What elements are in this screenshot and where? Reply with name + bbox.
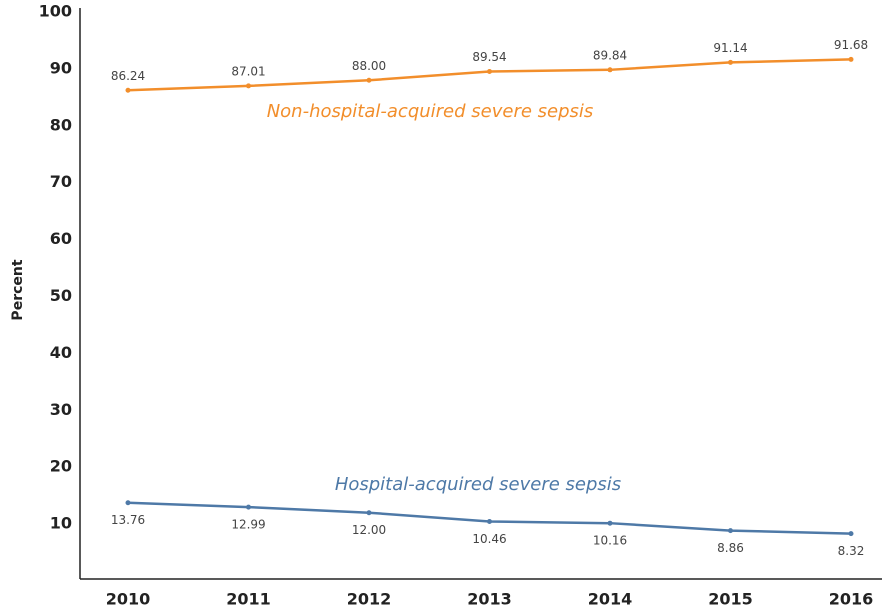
data-label: 12.99 — [231, 518, 265, 532]
series-annotation: Hospital-acquired severe sepsis — [335, 474, 621, 495]
x-tick-label: 2012 — [347, 590, 392, 609]
x-tick-label: 2010 — [106, 590, 151, 609]
y-tick-label: 80 — [50, 115, 72, 134]
data-label: 89.84 — [593, 48, 627, 62]
data-label: 88.00 — [352, 59, 386, 73]
point — [366, 77, 372, 83]
point — [125, 87, 131, 93]
point — [125, 500, 131, 506]
y-tick-label: 10 — [50, 514, 72, 533]
point — [246, 83, 251, 89]
point — [487, 69, 492, 75]
point — [246, 504, 251, 510]
data-label: 91.14 — [713, 41, 747, 55]
point — [607, 520, 613, 526]
y-tick-label: 60 — [50, 229, 72, 248]
y-tick-label: 50 — [50, 286, 72, 305]
point — [487, 518, 492, 524]
data-label: 91.68 — [834, 38, 868, 52]
point — [848, 531, 854, 537]
x-tick-label: 2016 — [829, 590, 874, 609]
y-tick-label: 90 — [50, 58, 72, 77]
y-tick-label: 30 — [50, 400, 72, 419]
series-annotation: Non-hospital-acquired severe sepsis — [267, 101, 594, 122]
data-label: 87.01 — [231, 64, 265, 78]
point — [607, 67, 613, 73]
x-tick-label: 2014 — [588, 590, 633, 609]
point — [848, 56, 854, 62]
y-tick-label: 100 — [39, 2, 72, 21]
data-label: 8.86 — [717, 541, 744, 555]
y-axis-label: Percent — [10, 259, 26, 320]
x-tick-label: 2015 — [708, 590, 753, 609]
y-tick-label: 40 — [50, 343, 72, 362]
x-tick-label: 2011 — [226, 590, 271, 609]
point — [366, 510, 372, 516]
data-label: 86.24 — [111, 69, 145, 83]
data-label: 12.00 — [352, 523, 386, 537]
point — [728, 59, 733, 65]
data-label: 13.76 — [111, 513, 145, 527]
data-label: 8.32 — [838, 544, 865, 558]
x-tick-label: 2013 — [467, 590, 512, 609]
data-label: 10.16 — [593, 534, 627, 548]
y-tick-label: 20 — [50, 457, 72, 476]
data-label: 10.46 — [472, 532, 506, 546]
point — [728, 528, 733, 534]
data-label: 89.54 — [472, 50, 506, 64]
y-tick-label: 70 — [50, 172, 72, 191]
